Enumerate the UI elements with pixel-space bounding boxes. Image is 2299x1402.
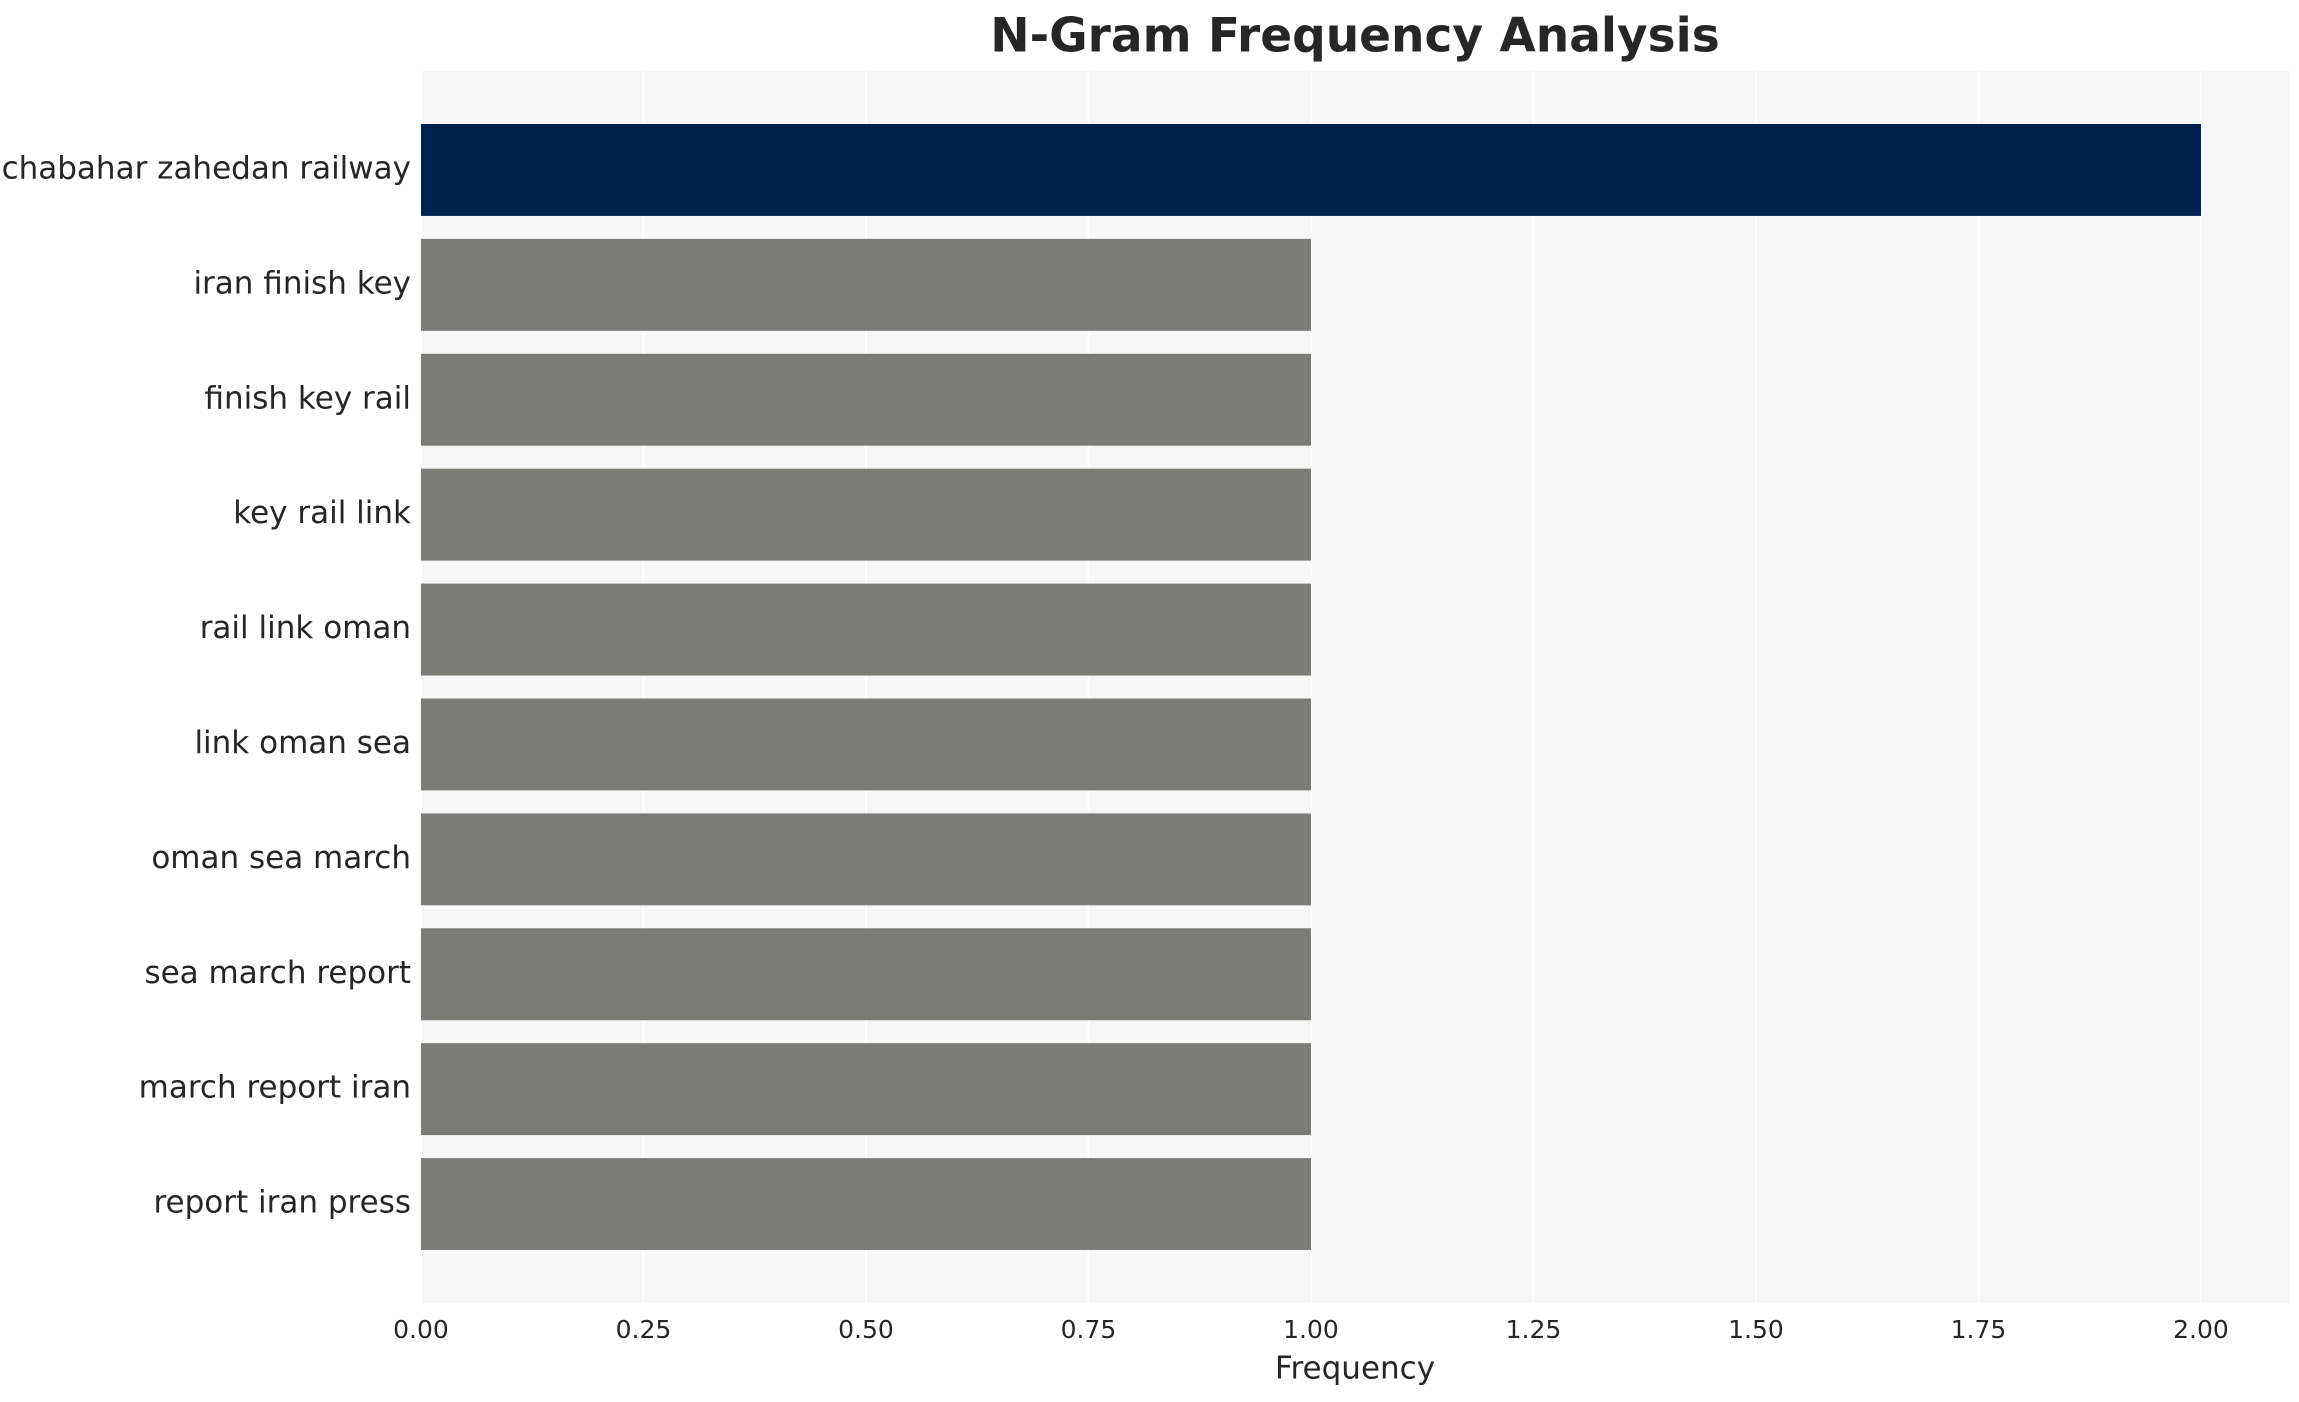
bar: [421, 1043, 1311, 1136]
x-tick-label: 0.75: [1061, 1315, 1117, 1344]
y-tick-label: rail link oman: [200, 610, 411, 646]
y-tick-label: oman sea march: [151, 840, 411, 876]
bar: [421, 583, 1311, 676]
bar: [421, 353, 1311, 446]
x-axis-label: Frequency: [1275, 1351, 1435, 1387]
y-tick-label: report iran press: [153, 1185, 411, 1221]
x-tick-label: 1.75: [1951, 1315, 2007, 1344]
x-tick-label: 1.25: [1506, 1315, 1562, 1344]
x-tick-label: 1.00: [1283, 1315, 1339, 1344]
bar: [421, 928, 1311, 1021]
bar: [421, 698, 1311, 791]
bar: [421, 123, 2201, 216]
x-tick-label: 0.50: [838, 1315, 894, 1344]
y-tick-label: chabahar zahedan railway: [2, 150, 411, 186]
x-tick-label: 0.00: [393, 1315, 449, 1344]
x-tick-label: 0.25: [616, 1315, 672, 1344]
bar: [421, 1158, 1311, 1251]
y-tick-label: link oman sea: [194, 725, 411, 761]
y-tick-label: iran finish key: [193, 265, 411, 301]
y-tick-label: key rail link: [233, 495, 411, 531]
y-tick-label: finish key rail: [204, 380, 411, 416]
y-tick-label: sea march report: [144, 955, 411, 991]
x-tick-label: 1.50: [1728, 1315, 1784, 1344]
chart-title: N-Gram Frequency Analysis: [990, 9, 1719, 64]
bar: [421, 468, 1311, 561]
y-tick-label: march report iran: [139, 1070, 411, 1106]
bar: [421, 238, 1311, 331]
bar: [421, 813, 1311, 906]
x-tick-label: 2.00: [2173, 1315, 2229, 1344]
